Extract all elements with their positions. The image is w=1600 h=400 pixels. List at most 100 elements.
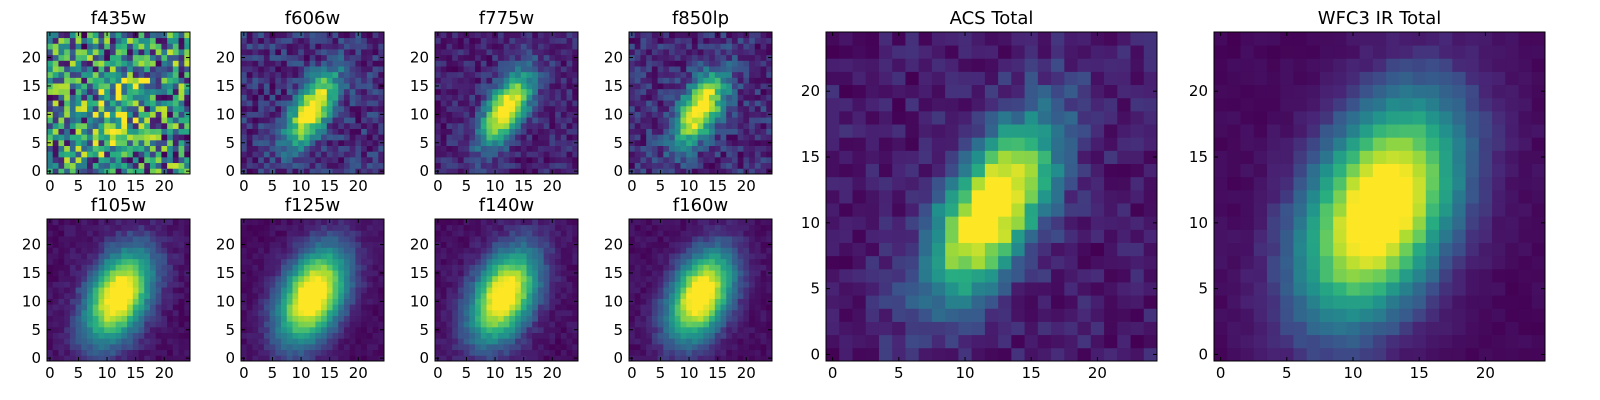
heat-cell [497,315,505,322]
heat-cell [651,122,658,129]
heat-cell [132,88,139,95]
heat-cell [754,321,761,328]
heat-cell [104,134,111,141]
heat-cell [560,309,567,316]
heat-cell [634,275,641,282]
heat-cell [109,139,117,146]
heat-cell [58,236,65,243]
heat-cell [714,66,721,73]
heat-cell [366,122,373,129]
x-tick-label: 10 [292,364,311,382]
heat-cell [69,122,76,129]
heat-cell [75,37,82,44]
heat-cell [457,71,464,78]
y-tick-label: 10 [604,105,623,123]
heat-cell [138,264,145,271]
heat-cell [172,32,179,39]
heat-cell [543,145,550,152]
heat-cell [332,111,339,118]
heat-cell [526,88,533,95]
y-tick-label: 0 [419,162,429,180]
heat-cell [303,343,311,351]
heat-cell [509,247,516,254]
heat-cell [435,71,442,78]
heat-cell [543,309,550,316]
heat-cell [743,60,750,67]
heat-cell [526,60,533,67]
heat-cell [634,77,641,84]
heat-cell [549,43,556,50]
heat-cell [555,343,562,351]
heat-cell [315,168,322,175]
heat-cell [457,66,464,73]
heat-cell [332,60,339,67]
heat-cell [651,338,658,345]
heat-cell [132,343,139,351]
heat-cell [372,230,379,237]
heat-cell [269,60,276,67]
heat-cell [731,100,739,107]
heat-cell [469,292,476,299]
heat-cell [686,83,693,90]
heat-cell [338,60,345,67]
heat-cell [440,349,447,356]
heat-cell [355,321,362,328]
heat-cell [69,315,76,322]
heat-cell [298,145,305,152]
heat-cell [241,100,248,107]
heat-cell [64,298,71,305]
heat-cell [480,66,487,73]
heat-cell [343,241,351,248]
heat-cell [281,326,288,333]
heat-cell [469,37,476,44]
heat-cell [47,264,54,271]
heat-cell [555,77,562,84]
heat-cell [144,168,151,175]
heat-cell [651,139,658,146]
heat-cell [720,66,727,73]
heat-cell [469,88,476,95]
heat-cell [104,247,111,254]
heat-cell [315,219,322,226]
heat-cell [172,270,179,277]
heat-cell [127,168,134,175]
heat-cell [703,43,710,50]
heat-cell [127,43,134,50]
heat-cell [286,275,293,282]
heat-cell [298,139,305,146]
heat-cell [526,83,533,90]
heat-cell [703,343,710,351]
heat-cell [572,66,579,73]
heat-cell [269,88,276,95]
heat-cell [680,151,687,158]
heat-cell [58,241,65,248]
heat-cell [469,122,476,129]
heat-cell [69,94,76,101]
heat-cell [657,128,664,135]
heat-cell [520,122,527,129]
heat-cell [457,349,464,356]
heat-cell [703,77,710,84]
heat-cell [503,349,510,356]
heat-cell [361,241,368,248]
heat-cell [640,275,647,282]
heat-cell [560,343,567,351]
heat-cell [298,49,305,56]
heat-cell [560,275,567,282]
heat-cell [332,315,339,322]
heat-cell [309,100,316,107]
heat-cell [309,105,316,112]
heat-cell [81,338,88,345]
heat-cell [172,139,179,146]
heat-cell [714,145,721,152]
heat-cell [58,287,65,294]
heat-cell [560,332,567,339]
heat-cell [366,128,373,135]
heat-cell [686,338,693,345]
heat-cell [69,230,76,237]
heat-cell [47,230,54,237]
heat-cell [680,49,687,56]
heat-cell [709,32,716,39]
heat-cell [651,156,658,164]
heat-cell [486,49,493,56]
